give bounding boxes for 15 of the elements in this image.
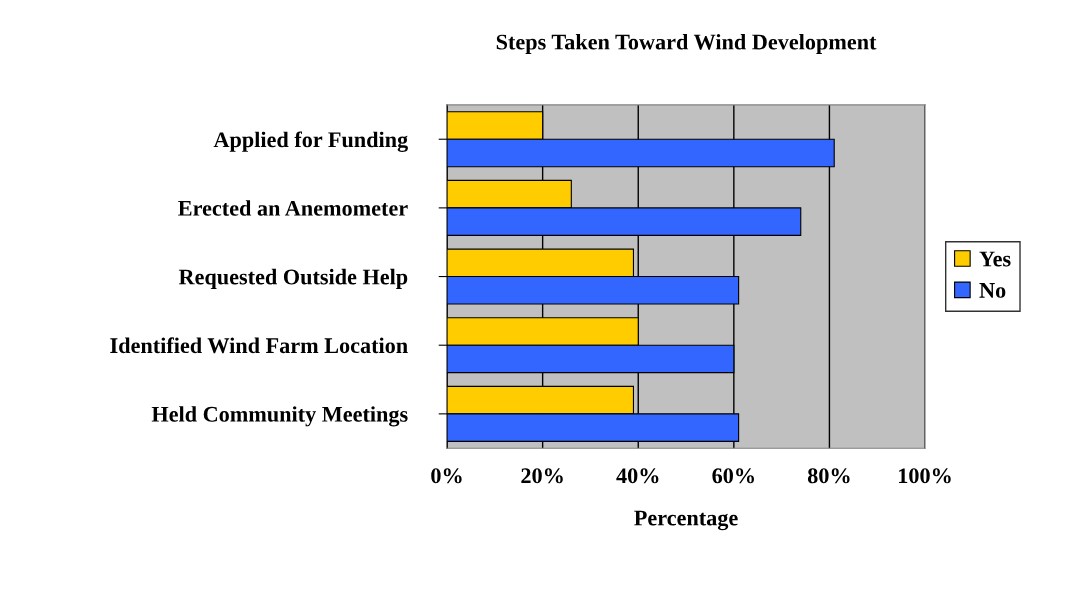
x-tick-label: 60% xyxy=(712,468,754,484)
y-tick-label: Requested Outside Help xyxy=(178,268,408,289)
x-tick-label: 80% xyxy=(807,468,850,484)
y-tick-label: Identified Wind Farm Location xyxy=(110,337,408,354)
x-tick-label: 0% xyxy=(431,468,462,484)
x-tick-label: 20% xyxy=(521,468,563,484)
x-tick-label: 40% xyxy=(616,468,659,484)
y-tick-label: Erected an Anemometer xyxy=(178,200,408,216)
y-tick-label: Applied for Funding xyxy=(213,131,408,152)
legend-label: Yes xyxy=(979,251,1011,267)
x-tick-label: 100% xyxy=(899,468,951,484)
chart-title: Steps Taken Toward Wind Development xyxy=(496,33,877,55)
y-tick-label: Held Community Meetings xyxy=(151,406,408,427)
x-axis-title: Percentage xyxy=(634,510,738,531)
legend-label: No xyxy=(979,283,1006,298)
